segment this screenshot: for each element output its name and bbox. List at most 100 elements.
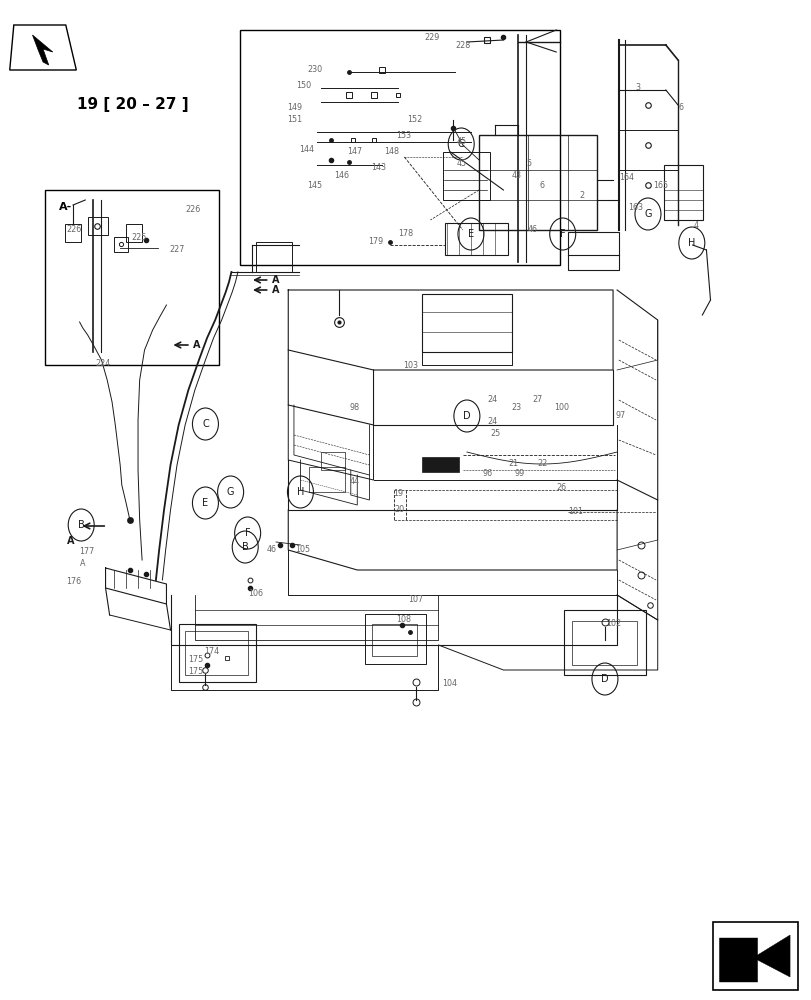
Text: 230: 230 — [307, 66, 322, 75]
Text: 25: 25 — [490, 430, 500, 438]
Text: 152: 152 — [407, 115, 423, 124]
Text: 177: 177 — [79, 548, 95, 556]
Text: 144: 144 — [298, 145, 313, 154]
Bar — [88, 217, 108, 235]
Text: C: C — [457, 139, 464, 149]
Bar — [478, 135, 596, 230]
Text: 226: 226 — [185, 206, 200, 215]
Text: 226: 226 — [67, 226, 82, 234]
Text: 150: 150 — [296, 82, 311, 91]
Text: 26: 26 — [556, 484, 565, 492]
Text: 176: 176 — [67, 578, 82, 586]
Text: 165: 165 — [652, 182, 667, 190]
Text: A: A — [193, 340, 200, 350]
Text: 179: 179 — [367, 237, 383, 246]
Text: A: A — [272, 285, 279, 295]
Text: 175: 175 — [188, 668, 204, 676]
Text: 103: 103 — [403, 361, 418, 370]
Bar — [365, 614, 426, 664]
Bar — [422, 294, 511, 352]
Text: 6: 6 — [677, 104, 682, 112]
Text: 228: 228 — [455, 40, 470, 49]
Text: 175: 175 — [188, 656, 204, 664]
Bar — [568, 232, 618, 270]
Text: 45: 45 — [456, 137, 466, 146]
Text: 21: 21 — [508, 458, 517, 468]
Text: 4: 4 — [693, 221, 697, 230]
Text: 174: 174 — [204, 648, 220, 656]
Text: 148: 148 — [384, 147, 398, 156]
Bar — [442, 152, 489, 200]
Text: G: G — [643, 209, 651, 219]
Bar — [572, 621, 637, 665]
Bar — [255, 242, 292, 272]
Text: D: D — [600, 674, 608, 684]
Bar — [663, 165, 702, 220]
Bar — [126, 224, 142, 242]
Text: H: H — [687, 238, 695, 248]
Text: 5: 5 — [526, 159, 530, 168]
Text: F: F — [560, 229, 564, 239]
Text: 224: 224 — [96, 359, 111, 367]
Text: 43: 43 — [511, 172, 521, 180]
Text: 164: 164 — [618, 174, 633, 182]
Text: 104: 104 — [442, 680, 457, 688]
Text: E: E — [467, 229, 474, 239]
Text: 27: 27 — [532, 395, 543, 404]
Bar — [239, 30, 560, 265]
Text: 147: 147 — [346, 147, 362, 156]
Text: 46: 46 — [527, 225, 537, 233]
Polygon shape — [32, 35, 53, 65]
Text: 143: 143 — [371, 163, 385, 172]
Text: 149: 149 — [287, 103, 303, 111]
Bar — [65, 224, 81, 242]
Bar — [185, 631, 248, 675]
Bar — [422, 457, 458, 472]
Text: 105: 105 — [295, 544, 311, 554]
Bar — [45, 190, 219, 365]
Text: 101: 101 — [568, 508, 582, 516]
Text: 20: 20 — [394, 504, 404, 514]
Text: 227: 227 — [169, 245, 184, 254]
Text: 108: 108 — [396, 614, 410, 624]
Text: C: C — [202, 419, 208, 429]
Text: 102: 102 — [605, 619, 620, 629]
Text: 145: 145 — [307, 182, 322, 190]
Text: 97: 97 — [615, 410, 625, 420]
Text: E: E — [202, 498, 208, 508]
Text: 151: 151 — [287, 115, 303, 124]
Text: 100: 100 — [554, 403, 569, 412]
Text: A: A — [79, 560, 85, 568]
Text: B: B — [78, 520, 84, 530]
Bar — [178, 624, 255, 682]
Bar — [371, 624, 416, 656]
Text: 153: 153 — [396, 131, 411, 140]
Text: 96: 96 — [482, 470, 491, 479]
Bar — [320, 452, 345, 470]
Text: H: H — [296, 487, 304, 497]
Text: 22: 22 — [537, 458, 547, 468]
Text: 106: 106 — [248, 589, 263, 598]
Text: F: F — [245, 528, 250, 538]
Text: 163: 163 — [628, 202, 642, 212]
Text: 23: 23 — [511, 403, 521, 412]
Text: 178: 178 — [397, 230, 413, 238]
Text: 19 [ 20 – 27 ]: 19 [ 20 – 27 ] — [77, 98, 188, 112]
Text: D: D — [462, 411, 470, 421]
Text: 99: 99 — [514, 470, 525, 479]
Bar — [308, 467, 345, 492]
Text: G: G — [226, 487, 234, 497]
Text: 3: 3 — [635, 83, 640, 92]
Polygon shape — [719, 935, 789, 982]
Text: 46: 46 — [266, 544, 276, 554]
Text: A: A — [67, 536, 74, 546]
Text: 44: 44 — [349, 477, 358, 486]
Bar — [564, 610, 645, 675]
Text: A: A — [272, 275, 279, 285]
Text: 2: 2 — [579, 190, 584, 200]
Text: A-: A- — [59, 202, 72, 212]
Bar — [444, 223, 508, 255]
Text: 24: 24 — [487, 418, 496, 426]
Text: 146: 146 — [334, 172, 349, 180]
Text: 225: 225 — [131, 233, 147, 242]
